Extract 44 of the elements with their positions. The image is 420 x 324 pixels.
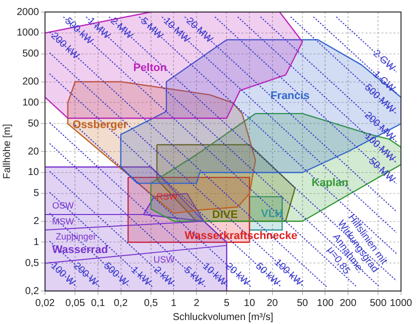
annotation: MSW xyxy=(52,216,74,226)
y-tick-label: 50 xyxy=(28,118,40,130)
text: 500 W xyxy=(101,260,130,289)
text: 200 kW xyxy=(48,30,82,62)
annotation: RSW xyxy=(156,191,178,202)
annotation: Kaplan xyxy=(312,177,349,190)
y-axis-title: Fallhöhe [m] xyxy=(2,124,13,180)
text: 2 kW xyxy=(151,264,176,289)
y-tick-label: 1000 xyxy=(16,28,40,39)
x-tick-label: 500 xyxy=(370,298,387,309)
annotation: Francis xyxy=(270,90,310,102)
y-tick-label: 1 xyxy=(33,236,40,248)
y-tick-label: 500 xyxy=(22,48,40,60)
y-tick-label: 2000 xyxy=(16,6,40,18)
x-tick-label: 1000 xyxy=(390,298,413,309)
annotation: Pelton xyxy=(133,62,168,74)
x-tick-label: 1 xyxy=(170,298,177,309)
annotation: Zuppinger xyxy=(56,231,96,242)
x-tick-label: 10 xyxy=(244,298,256,309)
text: 5 MW xyxy=(138,16,166,42)
text: 1 kW xyxy=(128,264,154,289)
y-tick-label: 0,5 xyxy=(25,258,40,269)
annotation: USW xyxy=(154,254,175,264)
y-tick-label: 2 xyxy=(33,216,40,227)
x-tick-label: 50 xyxy=(296,298,308,309)
x-tick-label: 0,1 xyxy=(91,298,106,309)
x-axis-title: Schluckvolumen [m³/s] xyxy=(172,312,274,323)
x-tick-label: 0,5 xyxy=(144,298,158,309)
y-tick-label: 10 xyxy=(28,167,40,178)
x-tick-label: 100 xyxy=(316,298,334,309)
x-tick-label: 0,05 xyxy=(65,298,86,309)
y-tick-label: 20 xyxy=(28,146,40,158)
x-tick-label: 20 xyxy=(266,298,278,309)
x-tick-label: 2 xyxy=(194,298,200,309)
x-tick-label: 200 xyxy=(340,298,357,309)
x-tick-label: 0,2 xyxy=(114,298,128,309)
x-tick-label: 0,02 xyxy=(35,298,56,309)
y-tick-label: 0,2 xyxy=(25,286,40,297)
annotation: OSW xyxy=(52,200,74,210)
y-tick-label: 5 xyxy=(33,188,40,200)
y-tick-label: 100 xyxy=(22,97,40,108)
annotation: DIVE xyxy=(212,209,238,222)
x-tick-label: 5 xyxy=(224,298,230,309)
y-tick-label: 200 xyxy=(22,76,40,88)
